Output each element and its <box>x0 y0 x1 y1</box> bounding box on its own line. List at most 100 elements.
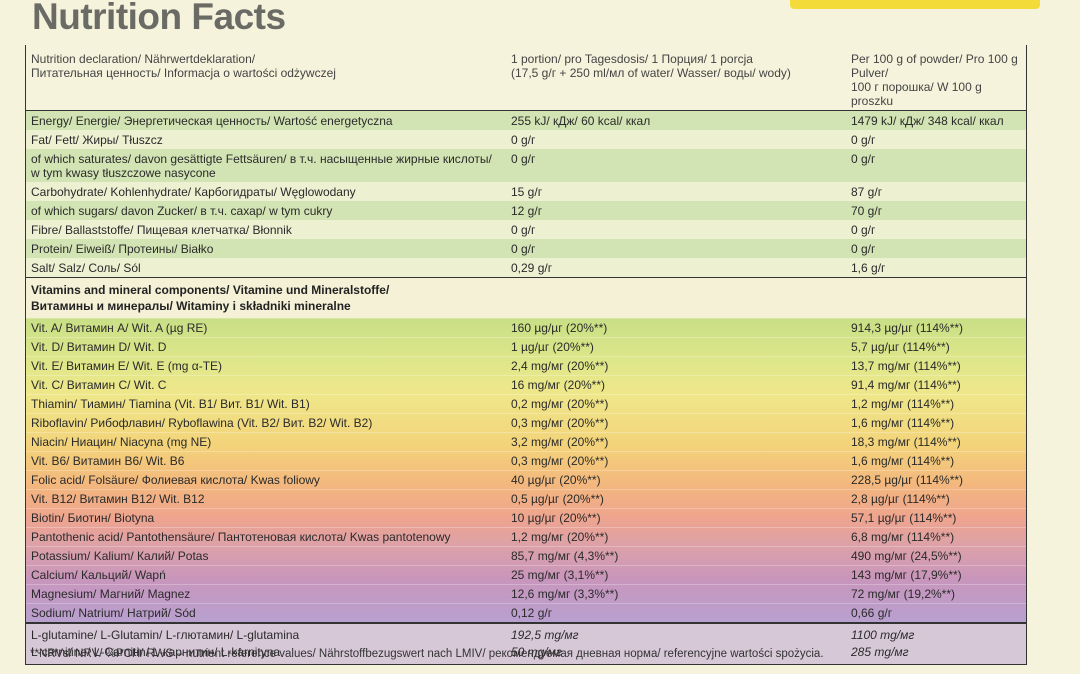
table-row: L-glutamine/ L-Glutamin/ L-глютамин/ L-g… <box>26 627 1026 644</box>
table-row: Sodium/ Natrium/ Натрий/ Sód 0,12 g/г 0,66… <box>26 603 1026 622</box>
per-portion: 12,6 mg/мг (3,3%**) <box>506 585 846 603</box>
per-portion: 2,4 mg/мг (20%**) <box>506 357 846 375</box>
nutrient-label: Vit. C/ Витамин C/ Wit. C <box>26 376 506 394</box>
nutrient-label: Magnesium/ Магний/ Magnez <box>26 585 506 603</box>
per-portion: 0,3 mg/мг (20%**) <box>506 452 846 470</box>
per-100g: 0 g/г <box>846 220 1026 239</box>
table-row: Biotin/ Биотин/ Biotyna 10 µg/µг (20%**) 5… <box>26 508 1026 527</box>
nutrient-label: Protein/ Eiweiß/ Протеины/ Białko <box>26 239 506 258</box>
per-100g-text: 228,5 µg/µг (114%**) <box>851 473 964 487</box>
table-row: Vit. B12/ Витамин B12/ Wit. B12 0,5 µg/µг… <box>26 489 1026 508</box>
heading-line: Vitamins and mineral components/ Vitamin… <box>31 283 390 297</box>
per-100g: 70 g/г <box>846 201 1026 220</box>
per-portion-text: 3,2 mg/мг (20%**) <box>511 435 609 449</box>
table-row: Fat/ Fett/ Жиры/ Tłuszcz 0 g/г 0 g/г <box>26 130 1026 149</box>
per-100g: 1,6 mg/мг (114%**) <box>846 452 1026 470</box>
nutrient-label: Folic acid/ Folsäure/ Фолиевая кислота/ … <box>26 471 506 489</box>
nutrient-label: of which saturates/ davon gesättigte Fet… <box>26 149 506 182</box>
per-100g: 18,3 mg/мг (114%**) <box>846 433 1026 451</box>
per-100g: 72 mg/мг (19,2%**) <box>846 585 1026 603</box>
nutrient-label-text: Vit. C/ Витамин C/ Wit. C <box>31 378 167 392</box>
nutrient-label-text: of which saturates/ davon gesättigte Fet… <box>31 152 492 180</box>
nutrient-label: Thiamin/ Тиамин/ Tiamina (Vit. B1/ Вит. … <box>26 395 506 413</box>
header-cell: 1 portion/ pro Tagesdosis/ 1 Порция/ 1 p… <box>506 50 846 110</box>
per-portion: 0,2 mg/мг (20%**) <box>506 395 846 413</box>
per-100g-text: 143 mg/мг (17,9%**) <box>851 568 962 582</box>
nutrient-label: Potassium/ Kalium/ Калий/ Potas <box>26 547 506 565</box>
per-100g-text: 0 g/г <box>851 242 876 256</box>
header-line: Nutrition declaration/ Nährwertdeklarati… <box>31 52 256 66</box>
table-row: L-carnitine/ L-Carnitin/ L-карнитин/ L-k… <box>26 644 1026 661</box>
per-100g-text: 914,3 µg/µг (114%**) <box>851 321 964 335</box>
per-portion: 0,29 g/г <box>506 258 846 277</box>
per-100g-text: 70 g/г <box>851 204 883 218</box>
nutrient-label: Vit. E/ Витамин E/ Wit. E (mg α-TE) <box>26 357 506 375</box>
nutrient-label-text: Riboflavin/ Рибофлавин/ Ryboflawina (Vit… <box>31 416 373 430</box>
per-portion-text: 40 µg/µг (20%**) <box>511 473 601 487</box>
per-portion-text: 160 µg/µг (20%**) <box>511 321 608 335</box>
amino-section: L-glutamine/ L-Glutamin/ L-глютамин/ L-g… <box>26 622 1026 664</box>
nutrient-label: Vit. B6/ Витамин B6/ Wit. B6 <box>26 452 506 470</box>
nutrient-label-text: Vit. E/ Витамин E/ Wit. E (mg α-TE) <box>31 359 223 373</box>
per-portion: 25 mg/мг (3,1%**) <box>506 566 846 584</box>
table-row: Fibre/ Ballaststoffe/ Пищевая клетчатка/… <box>26 220 1026 239</box>
per-100g-text: 57,1 µg/µг (114%**) <box>851 511 957 525</box>
per-100g: 5,7 µg/µг (114%**) <box>846 338 1026 356</box>
per-portion-text: 255 kJ/ кДж/ 60 kcal/ ккал <box>511 114 651 128</box>
table-row: Potassium/ Kalium/ Калий/ Potas 85,7 mg/м… <box>26 546 1026 565</box>
table-row: Thiamin/ Тиамин/ Tiamina (Vit. B1/ Вит. … <box>26 394 1026 413</box>
per-100g-text: 490 mg/мг (24,5%**) <box>851 549 962 563</box>
per-100g: 0 g/г <box>846 239 1026 258</box>
nutrient-label: Energy/ Energie/ Энергетическая ценность… <box>26 111 506 130</box>
nutrient-label-text: Magnesium/ Магний/ Magnez <box>31 587 191 601</box>
table-row: Pantothenic acid/ Pantothensäure/ Пантот… <box>26 527 1026 546</box>
per-portion: 50 mg/мг <box>506 644 846 661</box>
per-portion: 15 g/г <box>506 182 846 201</box>
per-portion-text: 0 g/г <box>511 242 536 256</box>
per-100g: 1100 mg/мг <box>846 627 1026 644</box>
per-portion: 40 µg/µг (20%**) <box>506 471 846 489</box>
table-row: Vit. D/ Витамин D/ Wit. D 1 µg/µг (20%**)… <box>26 337 1026 356</box>
per-100g: 914,3 µg/µг (114%**) <box>846 319 1026 337</box>
table-row: of which saturates/ davon gesättigte Fet… <box>26 149 1026 182</box>
decor-bar <box>790 0 1040 9</box>
table-row: Riboflavin/ Рибофлавин/ Ryboflawina (Vit… <box>26 413 1026 432</box>
nutrient-label: Riboflavin/ Рибофлавин/ Ryboflawina (Vit… <box>26 414 506 432</box>
per-100g: 6,8 mg/мг (114%**) <box>846 528 1026 546</box>
per-100g-text: 5,7 µg/µг (114%**) <box>851 340 950 354</box>
per-portion-text: 1,2 mg/мг (20%**) <box>511 530 609 544</box>
header-cell: Nutrition declaration/ Nährwertdeklarati… <box>26 50 506 110</box>
per-100g-text: 18,3 mg/мг (114%**) <box>851 435 961 449</box>
per-100g: 87 g/г <box>846 182 1026 201</box>
per-100g: 2,8 µg/µг (114%**) <box>846 490 1026 508</box>
per-portion: 12 g/г <box>506 201 846 220</box>
per-100g: 1,6 g/г <box>846 258 1026 277</box>
per-portion-text: 50 mg/мг <box>511 645 562 659</box>
per-portion-text: 12,6 mg/мг (3,3%**) <box>511 587 619 601</box>
per-portion-text: 2,4 mg/мг (20%**) <box>511 359 609 373</box>
per-100g: 228,5 µg/µг (114%**) <box>846 471 1026 489</box>
per-portion: 0 g/г <box>506 149 846 182</box>
per-100g: 0 g/г <box>846 130 1026 149</box>
nutrient-label: Vit. A/ Витамин A/ Wit. A (µg RE) <box>26 319 506 337</box>
per-portion: 0,12 g/г <box>506 604 846 622</box>
per-100g-text: 0 g/г <box>851 223 876 237</box>
nutrient-label-text: Salt/ Salz/ Соль/ Sól <box>31 261 141 275</box>
table-row: Calcium/ Кальций/ Wapń 25 mg/мг (3,1%**) 1… <box>26 565 1026 584</box>
per-100g-text: 2,8 µg/µг (114%**) <box>851 492 950 506</box>
per-100g-text: 0 g/г <box>851 152 876 166</box>
per-portion-text: 0 g/г <box>511 223 536 237</box>
per-portion-text: 192,5 mg/мг <box>511 628 579 642</box>
nutrient-label: Pantothenic acid/ Pantothensäure/ Пантот… <box>26 528 506 546</box>
nutrient-label: Vit. B12/ Витамин B12/ Wit. B12 <box>26 490 506 508</box>
nutrient-label: of which sugars/ davon Zucker/ в т.ч. са… <box>26 201 506 220</box>
nutrient-label-text: Folic acid/ Folsäure/ Фолиевая кислота/ … <box>31 473 320 487</box>
nutrient-label: Biotin/ Биотин/ Biotyna <box>26 509 506 527</box>
table-row: Vit. B6/ Витамин B6/ Wit. B6 0,3 mg/мг (2… <box>26 451 1026 470</box>
per-100g-text: 1479 kJ/ кДж/ 348 kcal/ ккал <box>851 114 1004 128</box>
table-row: Salt/ Salz/ Соль/ Sól 0,29 g/г 1,6 g/г <box>26 258 1026 277</box>
per-portion-text: 0,12 g/г <box>511 606 553 620</box>
table-row: Vit. C/ Витамин C/ Wit. C 16 mg/мг (20%**… <box>26 375 1026 394</box>
per-portion-text: 0,2 mg/мг (20%**) <box>511 397 609 411</box>
per-100g-text: 285 mg/мг <box>851 645 909 659</box>
